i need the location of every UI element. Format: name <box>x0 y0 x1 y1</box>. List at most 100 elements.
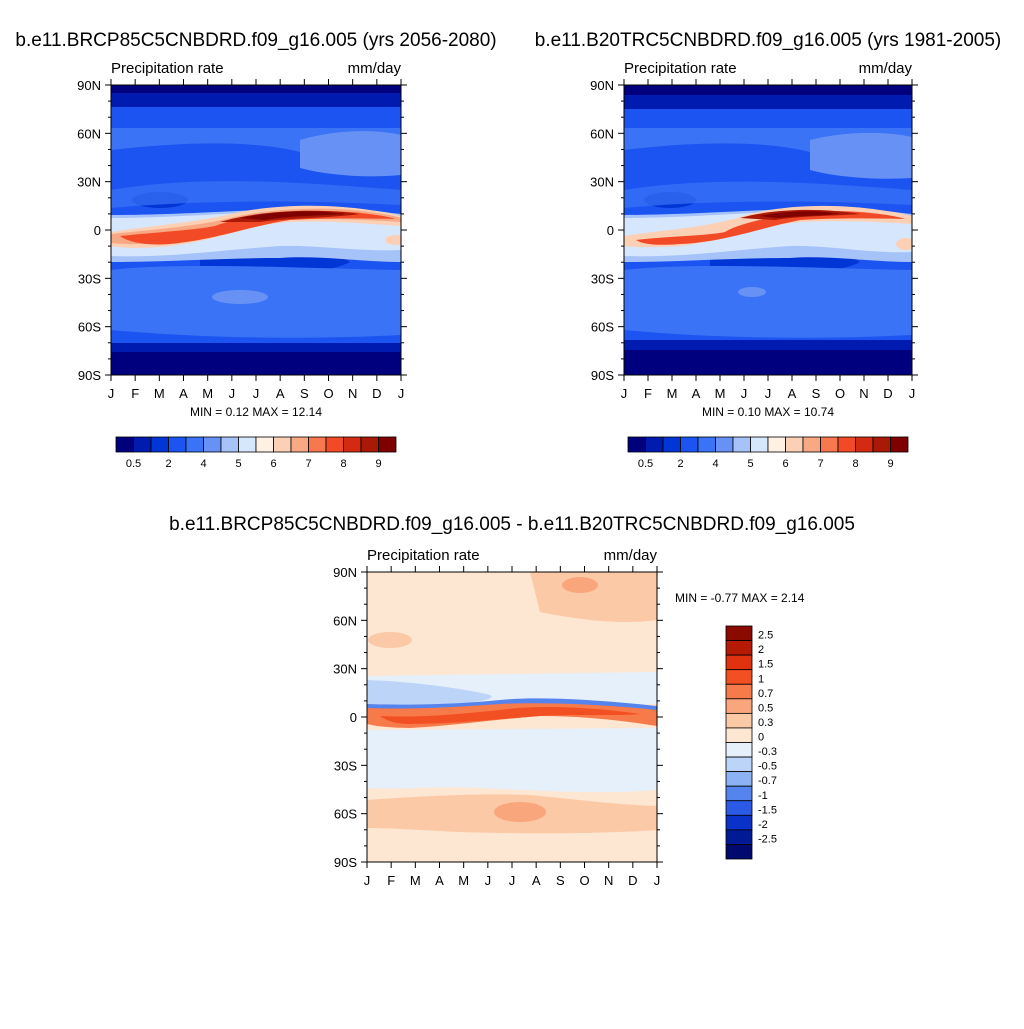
colorbar-label: -2 <box>758 819 768 831</box>
colorbar-swatch <box>343 436 362 453</box>
y-tick-label: 90N <box>77 78 101 93</box>
units-label: mm/day <box>604 547 658 564</box>
colorbar-label: 5 <box>235 458 241 470</box>
x-tick-label: M <box>154 386 165 401</box>
colorbar-label: 6 <box>782 458 788 470</box>
colorbar-swatch <box>725 712 753 729</box>
x-tick-label: J <box>909 386 916 401</box>
colorbar-label: 2.5 <box>758 630 773 642</box>
x-tick-label: J <box>741 386 748 401</box>
colorbar-swatch <box>133 436 152 453</box>
colorbar-swatch <box>308 436 327 453</box>
x-tick-label: S <box>300 386 309 401</box>
colorbar-swatch <box>872 436 891 453</box>
x-tick-label: J <box>654 873 661 888</box>
colorbar-label: -2.5 <box>758 833 777 845</box>
x-tick-label: S <box>812 386 821 401</box>
panel-future: b.e11.BRCP85C5CNBDRD.f09_g16.005 (yrs 20… <box>15 30 496 470</box>
x-tick-label: S <box>556 873 565 888</box>
x-tick-label: J <box>621 386 628 401</box>
colorbar-swatch <box>855 436 874 453</box>
colorbar-swatch <box>725 756 753 773</box>
x-tick-label: J <box>509 873 516 888</box>
x-tick-label: J <box>398 386 405 401</box>
colorbar-swatch <box>203 436 222 453</box>
colorbar: 2.5 2 1.5 1 0.7 0.5 0.3 0 -0.3 -0.5 -0.7 -1 -1.5 -2 -2… <box>725 625 777 860</box>
y-tick-label: 0 <box>94 223 101 238</box>
y-tick-label: 30N <box>590 175 614 190</box>
x-tick-label: A <box>276 386 285 401</box>
colorbar-label: 0 <box>758 732 764 744</box>
x-tick-label: O <box>835 386 845 401</box>
x-tick-label: O <box>579 873 589 888</box>
contour-field <box>367 572 657 862</box>
colorbar: 0.5 2 4 5 6 7 8 9 <box>115 436 397 470</box>
colorbar-swatch <box>725 640 753 656</box>
colorbar-swatch <box>325 436 344 453</box>
colorbar-label: 9 <box>887 458 893 470</box>
y-tick-label: 90S <box>591 368 614 383</box>
colorbar-label: 0.5 <box>638 458 653 470</box>
colorbar-swatch <box>662 436 681 453</box>
x-tick-label: A <box>435 873 444 888</box>
colorbar-label: -0.7 <box>758 775 777 787</box>
y-tick-label: 90S <box>334 855 357 870</box>
colorbar-swatch <box>680 436 699 453</box>
y-tick-label: 60S <box>334 807 357 822</box>
colorbar-swatch <box>725 625 753 641</box>
x-tick-label: J <box>229 386 236 401</box>
colorbar-swatch <box>273 436 292 453</box>
x-tick-label: A <box>532 873 541 888</box>
field-label: Precipitation rate <box>111 60 224 77</box>
colorbar-swatch <box>785 436 804 453</box>
panel-historical: b.e11.B20TRC5CNBDRD.f09_g16.005 (yrs 198… <box>535 30 1001 470</box>
field-label: Precipitation rate <box>624 60 737 77</box>
panel-title: b.e11.BRCP85C5CNBDRD.f09_g16.005 - b.e11… <box>169 514 855 535</box>
colorbar-swatch <box>220 436 239 453</box>
y-tick-label: 90N <box>333 565 357 580</box>
colorbar-label: 0.5 <box>126 458 141 470</box>
colorbar-label: 0.7 <box>758 688 773 700</box>
y-tick-label: 0 <box>350 710 357 725</box>
colorbar-label: 8 <box>340 458 346 470</box>
colorbar-label: -0.5 <box>758 761 777 773</box>
colorbar-swatch <box>725 785 753 802</box>
y-tick-label: 30N <box>333 662 357 677</box>
colorbar-label: -0.3 <box>758 746 777 758</box>
colorbar-swatch <box>725 654 753 671</box>
colorbar-swatch <box>750 436 769 453</box>
colorbar-swatch <box>725 844 753 860</box>
y-tick-label: 60N <box>590 126 614 141</box>
x-tick-label: F <box>131 386 139 401</box>
colorbar-label: 4 <box>200 458 206 470</box>
x-tick-label: F <box>644 386 652 401</box>
colorbar-swatch <box>767 436 786 453</box>
x-tick-label: J <box>253 386 260 401</box>
y-axis: 90N 60N 30N 0 30S 60S 90S <box>590 78 918 383</box>
x-tick-label: J <box>108 386 115 401</box>
colorbar-label: 4 <box>712 458 718 470</box>
colorbar-swatch <box>627 436 646 453</box>
x-tick-label: N <box>604 873 613 888</box>
colorbar-swatch <box>820 436 839 453</box>
colorbar-swatch <box>150 436 169 453</box>
colorbar-label: -1.5 <box>758 804 777 816</box>
colorbar-label: 2 <box>165 458 171 470</box>
colorbar-swatch <box>725 683 753 700</box>
y-tick-label: 30S <box>591 271 614 286</box>
x-tick-label: M <box>202 386 213 401</box>
min-max-label: MIN = 0.10 MAX = 10.74 <box>702 405 834 419</box>
colorbar-swatch <box>290 436 309 453</box>
colorbar-swatch <box>697 436 716 453</box>
colorbar-label: 1.5 <box>758 659 773 671</box>
x-tick-label: D <box>628 873 637 888</box>
x-tick-label: M <box>458 873 469 888</box>
panel-difference: b.e11.BRCP85C5CNBDRD.f09_g16.005 - b.e11… <box>169 514 855 888</box>
x-tick-label: N <box>348 386 357 401</box>
colorbar-swatch <box>725 742 753 758</box>
colorbar-label: -1 <box>758 790 768 802</box>
colorbar-swatch <box>378 436 397 453</box>
